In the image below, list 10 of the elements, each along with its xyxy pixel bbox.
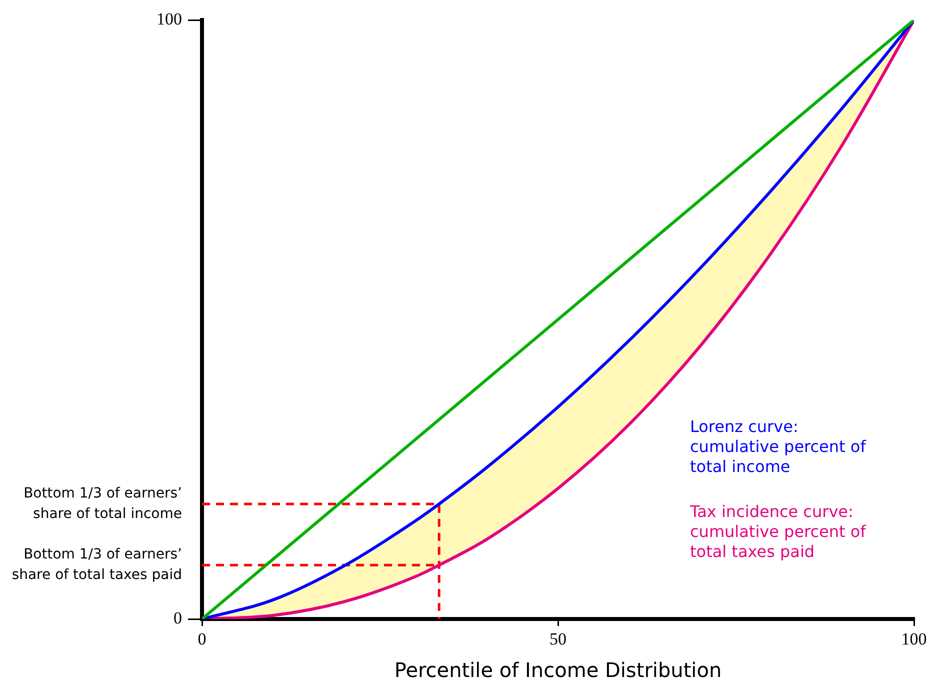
x-axis-title: Percentile of Income Distribution [394,658,722,682]
y-tick-label: Bottom 1/3 of earners’ share of total taxes paid [12,546,182,583]
x-tick-label: 50 [550,630,566,649]
text: Lorenz curve: cumulative percent of total income [690,417,866,476]
y-tick-label: Bottom 1/3 of earners’ share of total income [24,485,182,522]
x-tick-label: 0 [198,630,206,649]
y-tick-label: 100 [156,9,182,28]
y-tick-label: 0 [174,608,182,628]
text: Tax incidence curve: cumulative percent of total taxes paid [689,502,866,562]
x-tick-label: 100 [901,630,927,649]
